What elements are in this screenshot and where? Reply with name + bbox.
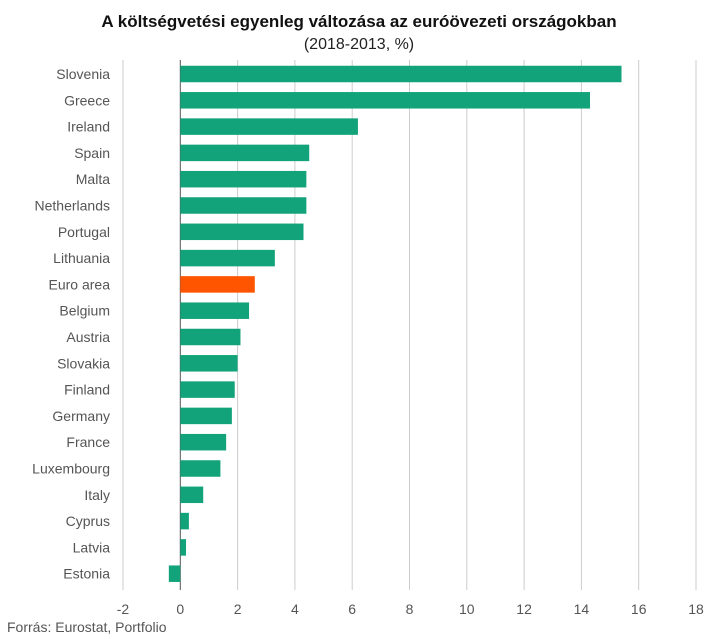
x-tick-label: 10 bbox=[459, 601, 475, 617]
category-label: Latvia bbox=[73, 539, 111, 555]
bar bbox=[180, 223, 304, 241]
x-tick-label: 14 bbox=[574, 601, 590, 617]
x-tick-label: 2 bbox=[234, 601, 242, 617]
category-label: Spain bbox=[74, 145, 110, 161]
bar bbox=[180, 433, 227, 451]
category-label: Austria bbox=[66, 329, 110, 345]
bar bbox=[180, 118, 358, 135]
x-tick-label: 16 bbox=[631, 601, 647, 617]
category-label: Slovakia bbox=[57, 355, 110, 371]
bar bbox=[180, 539, 187, 556]
category-label: Portugal bbox=[58, 224, 110, 240]
category-label: Finland bbox=[64, 382, 110, 398]
bar bbox=[180, 249, 275, 267]
bar bbox=[180, 355, 238, 372]
x-tick-label: 18 bbox=[688, 601, 704, 617]
category-label: Lithuania bbox=[53, 250, 110, 266]
chart-title: A költségvetési egyenleg változása az eu… bbox=[101, 12, 617, 31]
category-label: France bbox=[66, 434, 110, 450]
bar bbox=[168, 565, 181, 582]
bar bbox=[180, 276, 255, 293]
chart-subtitle: (2018-2013, %) bbox=[303, 36, 415, 53]
x-tick-label: 0 bbox=[176, 601, 184, 617]
category-label: Italy bbox=[84, 487, 110, 503]
category-label: Greece bbox=[64, 92, 110, 108]
category-label: Ireland bbox=[67, 119, 110, 135]
bar bbox=[180, 92, 590, 109]
bar bbox=[180, 170, 307, 188]
category-label: Germany bbox=[52, 408, 110, 424]
bar bbox=[180, 486, 204, 504]
bar bbox=[180, 197, 307, 214]
bar bbox=[180, 302, 250, 319]
bar bbox=[180, 65, 622, 83]
x-tick-label: 12 bbox=[516, 601, 532, 617]
x-tick-label: -2 bbox=[117, 601, 130, 617]
category-label: Euro area bbox=[49, 276, 111, 292]
bar bbox=[180, 144, 310, 162]
bar bbox=[180, 381, 235, 398]
category-label: Netherlands bbox=[35, 198, 111, 214]
bar bbox=[180, 460, 221, 477]
x-tick-label: 8 bbox=[406, 601, 414, 617]
category-label: Malta bbox=[76, 171, 110, 187]
bar bbox=[180, 328, 241, 346]
source-note: Forrás: Eurostat, Portfolio bbox=[7, 619, 167, 635]
category-label: Slovenia bbox=[56, 66, 110, 82]
category-label: Estonia bbox=[63, 566, 110, 582]
category-label: Belgium bbox=[59, 303, 110, 319]
category-label: Luxembourg bbox=[32, 461, 110, 477]
category-label: Cyprus bbox=[66, 513, 110, 529]
bar bbox=[180, 407, 232, 425]
bar bbox=[180, 512, 189, 530]
x-tick-label: 4 bbox=[291, 601, 299, 617]
x-tick-label: 6 bbox=[348, 601, 356, 617]
